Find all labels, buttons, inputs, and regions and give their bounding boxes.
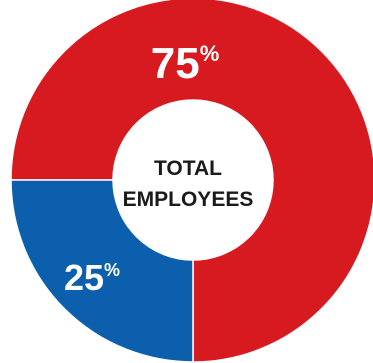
slice-labels: 75% 25%	[64, 39, 219, 298]
center-label-line-2: EMPLOYEES	[123, 188, 254, 211]
donut-slices	[10, 0, 373, 363]
slice-label-75: 75%	[151, 39, 220, 88]
donut-hole	[113, 100, 273, 260]
slice-label-25: 25%	[64, 257, 120, 298]
center-label-line-1: TOTAL	[154, 157, 222, 180]
